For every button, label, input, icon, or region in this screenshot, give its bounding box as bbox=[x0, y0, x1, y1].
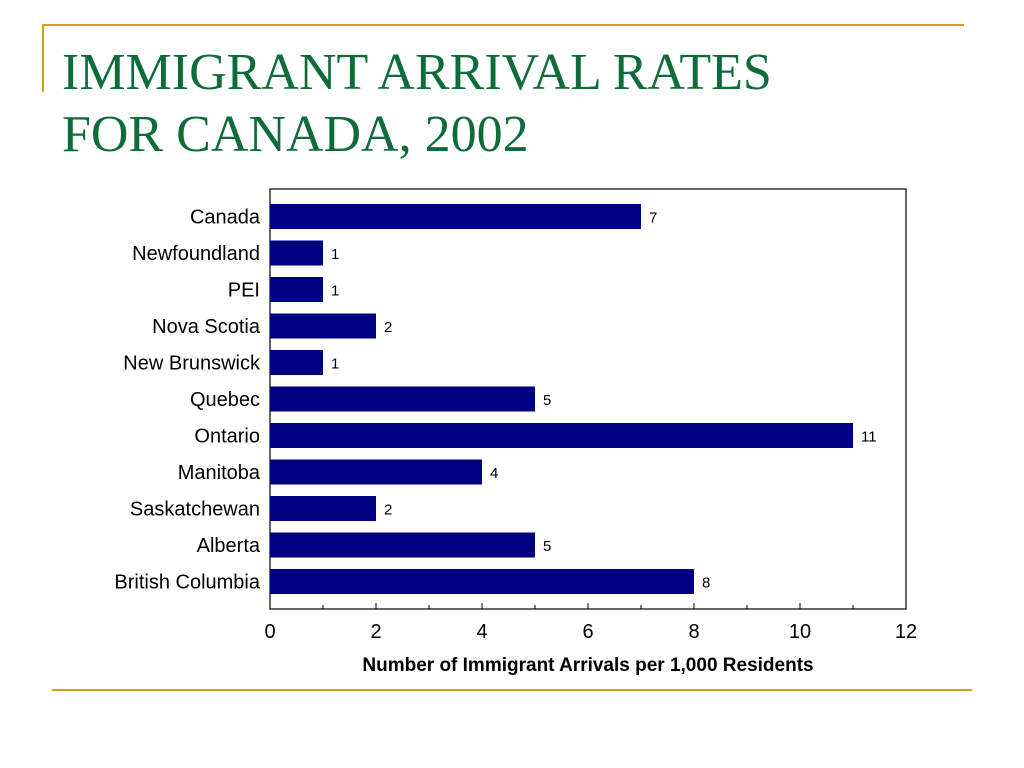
x-axis-tick-label: 12 bbox=[895, 621, 917, 643]
category-label: Manitoba bbox=[178, 462, 261, 484]
bar bbox=[270, 569, 694, 594]
x-axis-tick-label: 10 bbox=[789, 621, 811, 643]
y-axis-category-labels: Canada Newfoundland PEI Nova Scotia New Brun… bbox=[114, 207, 261, 594]
x-axis-tick-label: 2 bbox=[370, 621, 381, 643]
bar-data-label: 11 bbox=[861, 429, 877, 446]
x-axis-tick-labels: 0 2 4 6 8 10 12 bbox=[264, 621, 917, 643]
bar bbox=[270, 423, 853, 448]
bar-data-label: 8 bbox=[702, 575, 710, 592]
category-label: Canada bbox=[190, 207, 261, 229]
category-label: Alberta bbox=[197, 535, 261, 557]
category-label: Saskatchewan bbox=[130, 499, 260, 521]
category-label: Newfoundland bbox=[132, 243, 260, 265]
category-label: Quebec bbox=[190, 389, 260, 411]
category-label: PEI bbox=[228, 280, 260, 302]
bar-data-label: 5 bbox=[543, 538, 551, 555]
bar bbox=[270, 532, 535, 558]
bar-data-label: 1 bbox=[331, 246, 339, 263]
x-axis-title: Number of Immigrant Arrivals per 1,000 R… bbox=[362, 655, 813, 676]
accent-line-bottom bbox=[52, 689, 972, 691]
category-label: Nova Scotia bbox=[152, 316, 261, 338]
bar bbox=[270, 496, 376, 521]
bar-data-label: 2 bbox=[384, 502, 392, 519]
bar-series bbox=[270, 204, 853, 594]
bar-data-label: 4 bbox=[490, 465, 498, 482]
x-axis-tick-label: 0 bbox=[264, 621, 275, 643]
slide-title-line-2: FOR CANADA, 2002 bbox=[62, 106, 529, 163]
bar bbox=[270, 277, 323, 302]
bar-data-label: 1 bbox=[331, 283, 339, 300]
x-axis-tick-label: 6 bbox=[582, 621, 593, 643]
category-label: New Brunswick bbox=[123, 353, 261, 375]
bar-data-label: 1 bbox=[331, 356, 339, 373]
bar bbox=[270, 240, 323, 266]
bar bbox=[270, 459, 482, 485]
slide-title-line-1: IMMIGRANT ARRIVAL RATES bbox=[62, 44, 772, 101]
bar bbox=[270, 350, 323, 375]
bar bbox=[270, 204, 641, 229]
x-axis-tick-label: 8 bbox=[688, 621, 699, 643]
category-label: Ontario bbox=[194, 426, 260, 448]
accent-line-top bbox=[42, 24, 964, 26]
category-label: British Columbia bbox=[114, 572, 260, 594]
x-axis-tick-label: 4 bbox=[476, 621, 487, 643]
bar-data-label: 5 bbox=[543, 392, 551, 409]
slide-title: IMMIGRANT ARRIVAL RATES FOR CANADA, 2002 bbox=[62, 42, 962, 166]
accent-line-left bbox=[42, 24, 44, 92]
x-axis-ticks bbox=[269, 603, 907, 609]
bar bbox=[270, 313, 376, 339]
bar-data-label: 7 bbox=[649, 210, 657, 227]
bar-data-label: 2 bbox=[384, 319, 392, 336]
bar bbox=[270, 386, 535, 412]
